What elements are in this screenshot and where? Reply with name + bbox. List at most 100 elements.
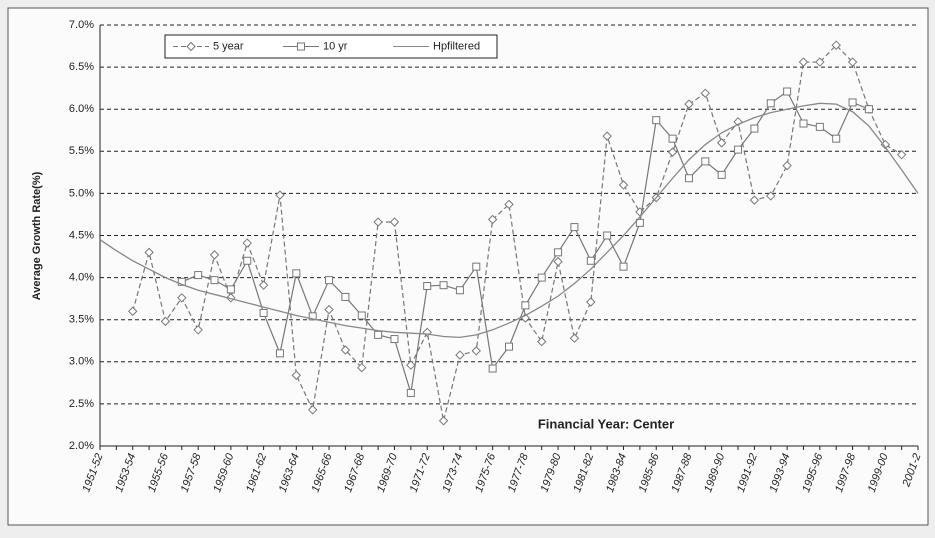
point (553, 256, 563, 267)
point (521, 301, 530, 310)
point (701, 157, 710, 166)
point (177, 293, 187, 303)
point (455, 286, 464, 295)
point (297, 42, 305, 51)
point (619, 262, 628, 271)
y-tick-label: 7.0% (69, 19, 94, 31)
point (799, 119, 808, 128)
point (390, 335, 399, 344)
point (832, 134, 841, 143)
point (357, 362, 367, 373)
point (243, 256, 252, 265)
point (864, 105, 873, 114)
point (586, 256, 595, 265)
series-line (132, 44, 902, 421)
point (324, 304, 334, 315)
legend-label: 10 yr (323, 40, 348, 52)
point (340, 345, 351, 355)
point (226, 285, 235, 294)
point (292, 269, 301, 278)
point (896, 149, 907, 160)
point (603, 231, 612, 240)
y-tick-label: 5.5% (69, 145, 94, 157)
point (684, 174, 693, 183)
x-axis-title: Financial Year: Center (538, 416, 674, 431)
point (618, 180, 629, 190)
y-tick-label: 6.5% (69, 61, 94, 73)
point (472, 262, 481, 271)
point (275, 349, 284, 358)
point (652, 116, 661, 125)
point (406, 388, 415, 397)
point (586, 297, 596, 307)
point (783, 87, 792, 96)
point (242, 238, 252, 248)
point (798, 57, 809, 67)
point (602, 131, 612, 141)
point (374, 330, 383, 339)
point (209, 250, 220, 260)
point (455, 350, 465, 360)
point (734, 145, 743, 154)
y-tick-label: 2.5% (69, 398, 94, 410)
legend-label: Hpfiltered (433, 40, 480, 52)
y-tick-label: 4.5% (69, 229, 94, 241)
point (144, 247, 154, 258)
point (258, 280, 269, 290)
point (307, 405, 318, 415)
point (406, 360, 416, 370)
point (717, 170, 726, 179)
point (815, 122, 824, 131)
point (423, 282, 432, 291)
point (766, 191, 776, 201)
point (193, 325, 203, 335)
point (186, 41, 196, 52)
point (128, 306, 138, 316)
point (439, 281, 448, 290)
point (471, 346, 481, 356)
point (389, 217, 400, 227)
y-tick-label: 4.0% (69, 272, 94, 284)
point (766, 99, 775, 108)
point (749, 195, 760, 205)
point (569, 333, 580, 343)
point (782, 160, 792, 171)
chart-frame (7, 7, 929, 526)
point (275, 190, 285, 200)
point (848, 98, 857, 107)
point (438, 416, 449, 426)
point (750, 124, 759, 133)
point (488, 364, 497, 373)
y-tick-label: 2.0% (69, 440, 94, 452)
y-tick-label: 3.5% (69, 314, 94, 326)
y-tick-label: 3.0% (69, 356, 94, 368)
point (325, 276, 334, 285)
point (308, 312, 317, 321)
point (160, 316, 171, 327)
point (357, 311, 366, 320)
y-tick-label: 6.0% (69, 103, 94, 115)
point (554, 248, 563, 257)
point (210, 276, 219, 285)
y-axis-title: Average Growth Rate(%) (31, 171, 43, 300)
point (291, 370, 302, 380)
point (668, 134, 677, 143)
point (537, 273, 546, 282)
point (194, 271, 203, 280)
point (700, 88, 711, 98)
point (373, 217, 383, 227)
point (815, 57, 825, 67)
legend-label: 5 year (213, 40, 244, 52)
point (847, 57, 858, 67)
point (667, 147, 678, 157)
point (259, 308, 268, 317)
point (537, 336, 547, 347)
point (487, 214, 498, 225)
point (635, 218, 644, 227)
point (716, 138, 727, 148)
point (505, 342, 513, 351)
point (341, 292, 350, 301)
point (684, 99, 694, 109)
legend-box (164, 34, 498, 59)
